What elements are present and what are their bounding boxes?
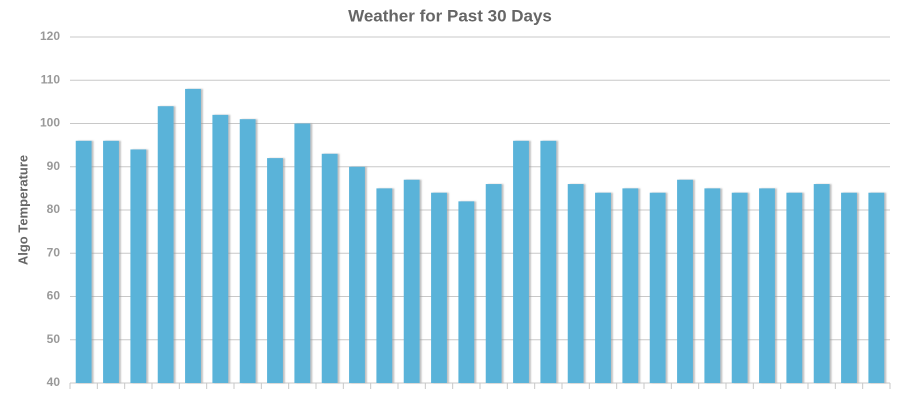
bar — [130, 149, 147, 383]
y-tick-label: 110 — [41, 72, 61, 86]
bar — [813, 184, 830, 383]
y-tick-label: 50 — [47, 332, 61, 346]
bar — [349, 166, 365, 383]
bar — [185, 88, 201, 384]
bar — [403, 179, 420, 383]
bar — [458, 201, 475, 383]
y-tick-label: 120 — [40, 29, 60, 43]
bar — [376, 188, 393, 383]
bar — [321, 153, 338, 383]
y-tick-label: 100 — [40, 116, 60, 130]
y-tick-label: 60 — [47, 289, 61, 303]
bar — [704, 188, 721, 383]
y-tick-label: 40 — [47, 375, 61, 389]
bar — [567, 184, 584, 383]
y-tick-label: 70 — [47, 245, 61, 259]
bar — [677, 179, 693, 383]
bar — [157, 106, 174, 383]
y-tick-label: 80 — [47, 202, 61, 216]
bar — [868, 192, 885, 383]
bar — [212, 114, 229, 383]
bar — [649, 192, 666, 383]
bar — [431, 192, 447, 383]
bar — [759, 188, 775, 383]
bar — [485, 184, 502, 383]
bar — [841, 192, 857, 383]
y-tick-label: 90 — [47, 159, 61, 173]
bar — [622, 188, 639, 383]
bar — [75, 140, 92, 383]
bar — [239, 119, 256, 384]
bar — [513, 140, 529, 383]
bar — [103, 140, 119, 383]
y-axis-label: Algo Temperature — [15, 155, 30, 265]
bar — [540, 140, 557, 383]
bar — [731, 192, 748, 383]
bar — [294, 123, 311, 383]
bar — [267, 158, 283, 383]
bar — [786, 192, 803, 383]
chart-title: Weather for Past 30 Days — [348, 6, 552, 25]
bar — [595, 192, 611, 383]
